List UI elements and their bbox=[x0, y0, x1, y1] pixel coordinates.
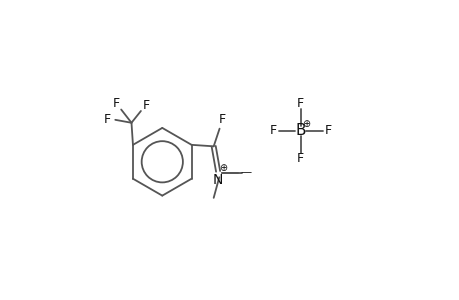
Text: F: F bbox=[104, 113, 111, 126]
Text: F: F bbox=[269, 124, 276, 137]
Text: F: F bbox=[112, 97, 119, 110]
Text: ⊕: ⊕ bbox=[219, 164, 227, 173]
Text: B: B bbox=[295, 123, 305, 138]
Text: F: F bbox=[218, 113, 225, 126]
Text: F: F bbox=[297, 97, 303, 110]
Text: —: — bbox=[240, 167, 251, 177]
Text: N: N bbox=[213, 173, 223, 187]
Text: ⊕: ⊕ bbox=[302, 119, 310, 129]
Text: F: F bbox=[297, 152, 303, 165]
Text: F: F bbox=[143, 99, 150, 112]
Text: F: F bbox=[324, 124, 331, 137]
